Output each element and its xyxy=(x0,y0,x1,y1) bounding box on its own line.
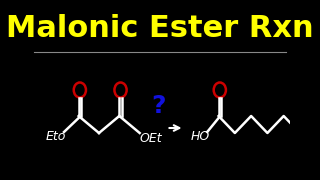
Text: OEt: OEt xyxy=(140,132,162,145)
Text: Malonic Ester Rxn: Malonic Ester Rxn xyxy=(6,14,314,42)
Text: Eto: Eto xyxy=(46,129,66,143)
Text: HO: HO xyxy=(191,129,210,143)
Text: ?: ? xyxy=(151,94,166,118)
